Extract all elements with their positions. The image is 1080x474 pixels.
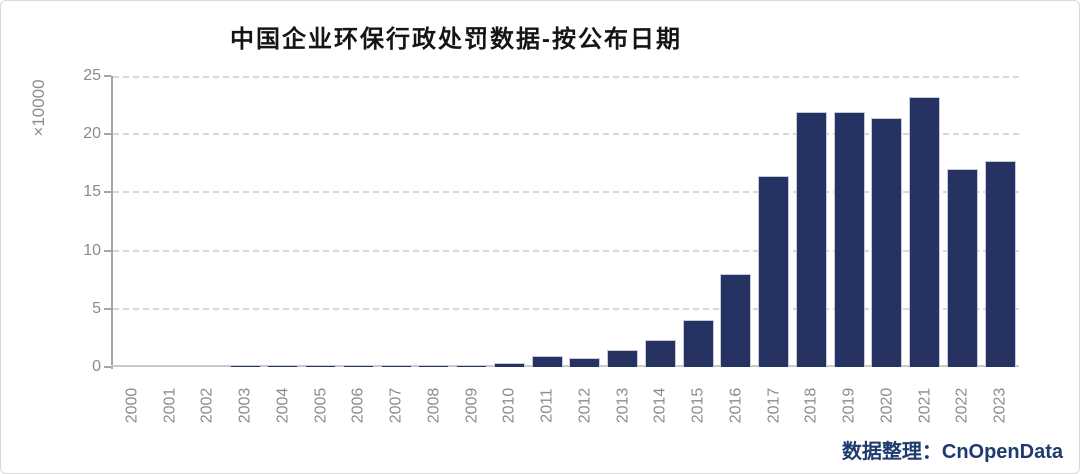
x-axis-label-2017: 2017: [765, 387, 783, 424]
x-axis-label-2001: 2001: [161, 387, 179, 424]
bar-2017: [758, 176, 789, 367]
bar-2008: [418, 365, 449, 367]
y-axis-line: [111, 76, 113, 369]
gridline: [113, 76, 1019, 78]
y-axis-unit-label: ×10000: [29, 79, 48, 137]
y-tick-mark: [104, 191, 111, 193]
plot-area: [113, 76, 1019, 367]
x-axis-label-2011: 2011: [538, 388, 556, 423]
bar-2012: [569, 358, 600, 367]
x-axis-label-2013: 2013: [614, 387, 632, 424]
x-axis-label-2007: 2007: [387, 387, 405, 424]
y-axis-tick-label: 15: [83, 183, 101, 200]
bar-2015: [683, 320, 714, 367]
bar-2023: [985, 161, 1016, 367]
bar-2004: [267, 365, 298, 367]
x-axis-label-2019: 2019: [840, 387, 858, 424]
x-axis-label-2008: 2008: [425, 387, 443, 424]
x-axis-label-2018: 2018: [802, 387, 820, 424]
gridline: [113, 308, 1019, 310]
x-axis-label-2022: 2022: [953, 387, 971, 424]
x-axis-line: [111, 365, 1019, 367]
x-axis-label-2005: 2005: [312, 387, 330, 424]
footer-source: CnOpenData: [941, 441, 1063, 463]
y-tick-mark: [104, 75, 111, 77]
bar-2009: [456, 365, 487, 367]
chart-title: 中国企业环保行政处罚数据-按公布日期: [230, 26, 682, 53]
bar-2013: [607, 350, 638, 367]
x-axis-label-2002: 2002: [198, 387, 216, 424]
bar-2018: [796, 112, 827, 367]
x-axis-label-2014: 2014: [651, 387, 669, 424]
footer-label: 数据整理：: [841, 441, 942, 463]
bar-2019: [834, 112, 865, 367]
bar-2010: [494, 363, 525, 367]
y-axis-tick-label: 5: [92, 300, 101, 317]
y-tick-mark: [104, 250, 111, 252]
bar-2021: [909, 97, 940, 367]
y-axis-tick-label: 25: [83, 67, 101, 84]
bar-2011: [532, 356, 563, 367]
x-axis-label-2012: 2012: [576, 387, 594, 424]
bar-2003: [230, 365, 261, 367]
gridline: [113, 133, 1019, 135]
x-axis-label-2016: 2016: [727, 387, 745, 424]
x-axis-label-2010: 2010: [500, 387, 518, 424]
x-axis-label-2020: 2020: [878, 387, 896, 424]
y-axis-tick-label: 20: [83, 125, 101, 142]
y-axis-tick-label: 0: [92, 358, 101, 375]
bar-2006: [343, 365, 374, 367]
bar-2022: [947, 169, 978, 367]
bar-2014: [645, 340, 676, 367]
bar-2007: [381, 365, 412, 367]
y-axis-tick-label: 10: [83, 242, 101, 259]
bar-2020: [871, 118, 902, 367]
y-tick-mark: [104, 133, 111, 135]
gridline: [113, 250, 1019, 252]
x-axis-label-2015: 2015: [689, 387, 707, 424]
data-source-note: 数据整理：CnOpenData: [842, 435, 1063, 464]
x-axis-label-2003: 2003: [236, 387, 254, 424]
x-axis-label-2009: 2009: [463, 387, 481, 424]
bar-2005: [305, 365, 336, 367]
bar-2016: [720, 274, 751, 367]
y-tick-mark: [104, 366, 111, 368]
gridline: [113, 191, 1019, 193]
y-tick-mark: [104, 308, 111, 310]
x-axis-label-2006: 2006: [349, 387, 367, 424]
x-axis-label-2021: 2021: [916, 387, 934, 424]
x-axis-label-2004: 2004: [274, 387, 292, 424]
x-axis-label-2023: 2023: [991, 387, 1009, 424]
x-axis-label-2000: 2000: [123, 387, 141, 424]
